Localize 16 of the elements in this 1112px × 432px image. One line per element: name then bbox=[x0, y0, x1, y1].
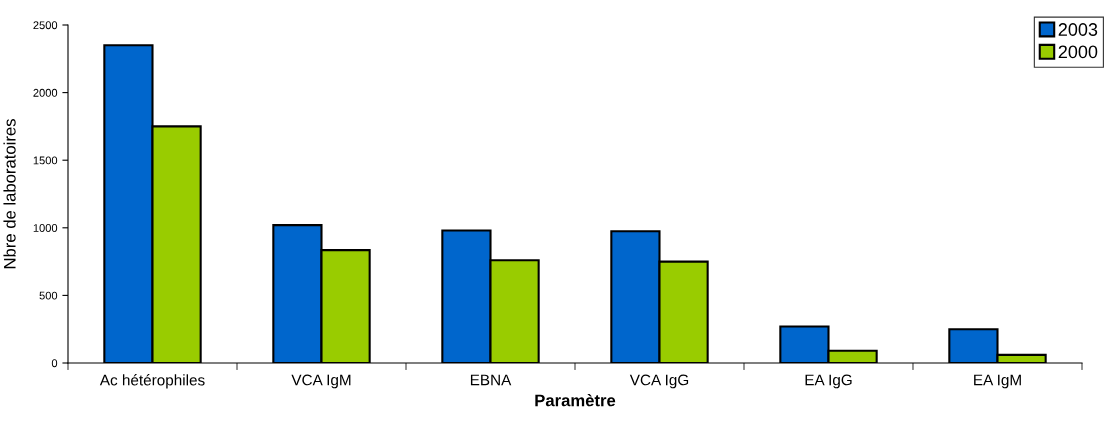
x-tick-label: Ac hétérophiles bbox=[99, 374, 205, 389]
legend-label: 2000 bbox=[1058, 45, 1098, 59]
legend-label: 2003 bbox=[1058, 23, 1098, 36]
y-tick-label: 1000 bbox=[33, 224, 58, 232]
y-tick-label: 2500 bbox=[33, 21, 58, 30]
x-tick-label: VCA IgM bbox=[291, 374, 351, 389]
x-tick-label: EBNA bbox=[470, 374, 512, 386]
x-tick-label: VCA IgG bbox=[629, 374, 689, 389]
y-tick-label: 1500 bbox=[33, 156, 58, 165]
x-axis-title: Paramètre bbox=[535, 393, 616, 407]
x-tick-label: EA IgM bbox=[974, 374, 1021, 389]
x-tick-label: EA IgG bbox=[805, 374, 852, 389]
y-tick-label: 2000 bbox=[33, 88, 58, 97]
y-tick-label: 0 bbox=[51, 359, 58, 368]
y-axis-title: Nbre de laboratoires bbox=[3, 119, 16, 269]
y-tick-label: 500 bbox=[39, 291, 58, 300]
